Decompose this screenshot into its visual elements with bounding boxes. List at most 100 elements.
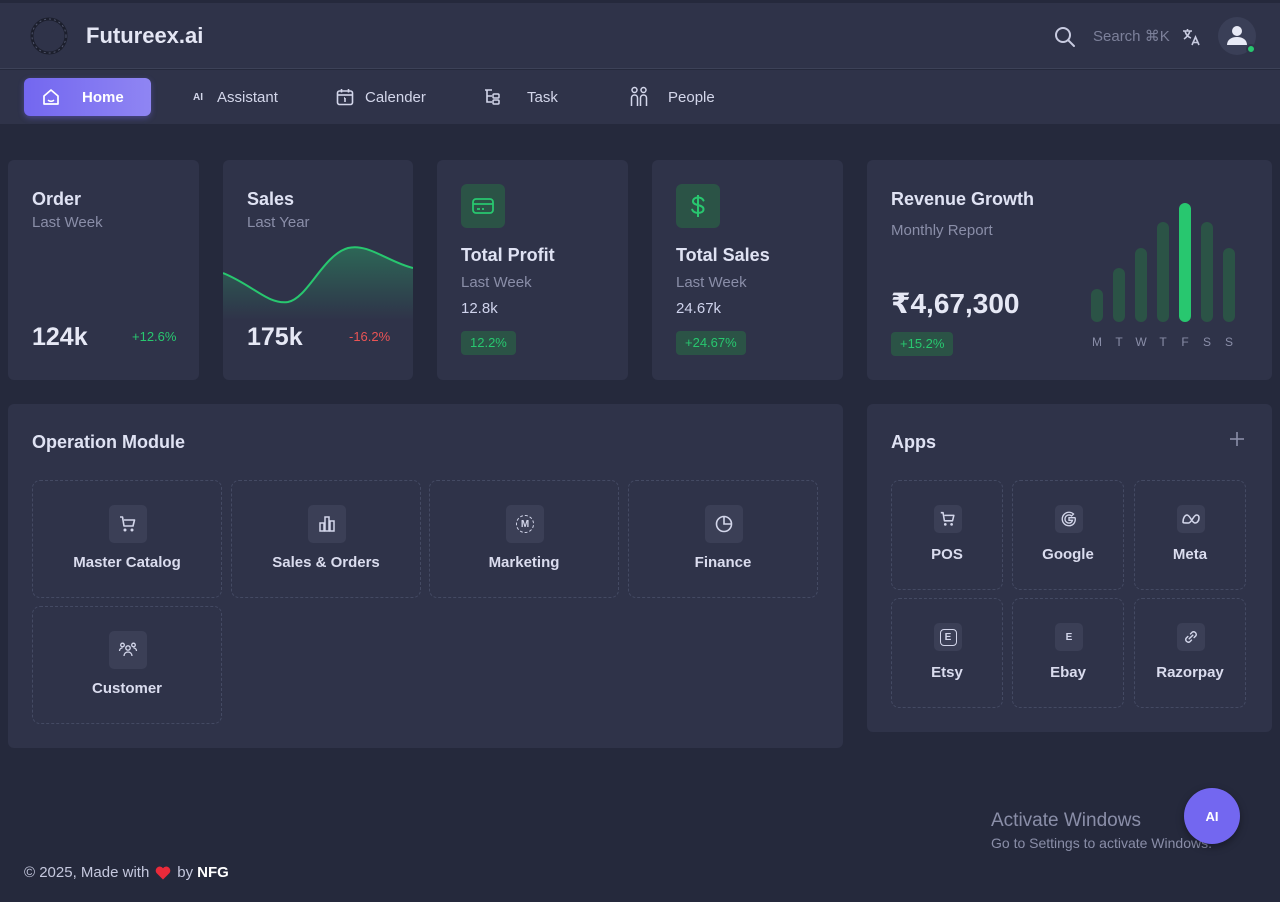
main-navigation: Home AI Assistant Calender Task People: [0, 70, 1280, 124]
app-google-icon-box: [1055, 505, 1083, 533]
credit-card-icon: [472, 198, 494, 214]
search-icon[interactable]: [1054, 26, 1076, 48]
revenue-day-label: S: [1224, 335, 1233, 349]
nav-task-label: Task: [527, 88, 558, 106]
search-shortcut-label[interactable]: Search ⌘K: [1093, 28, 1170, 45]
footer-author-link[interactable]: NFG: [197, 864, 229, 881]
revenue-title: Revenue Growth: [891, 189, 1035, 209]
operation-module-title: Operation Module: [32, 432, 185, 452]
nav-home[interactable]: Home: [24, 78, 151, 116]
sales-trend-line: [223, 246, 413, 320]
windows-activation-title: Activate Windows: [991, 810, 1141, 831]
operation-module-card: Operation Module Master Catalog Sales & …: [8, 404, 843, 748]
sales-subtitle: Last Year: [247, 214, 310, 231]
sales-card: Sales Last Year 175k -16.2%: [223, 160, 413, 380]
ai-icon: AI: [193, 91, 203, 103]
app-etsy-icon-box: E: [934, 623, 962, 651]
module-marketing-label: Marketing: [488, 554, 560, 571]
task-icon: [485, 89, 500, 105]
nav-calendar[interactable]: Calender: [335, 78, 445, 116]
add-app-plus-icon[interactable]: [1228, 430, 1246, 448]
ebay-icon: E: [1065, 631, 1073, 643]
profit-title: Total Profit: [461, 245, 555, 265]
module-finance-label: Finance: [694, 554, 752, 571]
module-customer-icon-box: [109, 631, 147, 669]
translate-icon[interactable]: [1181, 27, 1201, 47]
revenue-bar: [1223, 248, 1235, 322]
revenue-day-label: W: [1135, 335, 1147, 349]
total-profit-card: Total Profit Last Week 12.8k 12.2%: [437, 160, 628, 380]
logo-ring-icon[interactable]: [30, 17, 68, 55]
online-status-dot: [1246, 44, 1256, 54]
module-customer-label: Customer: [91, 680, 162, 697]
sales-change: -16.2%: [349, 329, 391, 344]
order-change: +12.6%: [132, 329, 177, 344]
app-razorpay[interactable]: Razorpay: [1134, 598, 1246, 708]
customers-icon: [118, 642, 138, 657]
meta-icon: [1182, 514, 1200, 524]
apps-title: Apps: [891, 432, 936, 452]
nav-people[interactable]: People: [629, 78, 739, 116]
app-meta-icon-box: [1177, 505, 1205, 533]
brand-name[interactable]: Futureex.ai: [86, 23, 204, 48]
revenue-subtitle: Monthly Report: [891, 222, 993, 239]
app-ebay[interactable]: E Ebay: [1012, 598, 1124, 708]
profit-value: 12.8k: [461, 300, 498, 317]
app-razorpay-icon-box: [1177, 623, 1205, 651]
module-finance-icon-box: [705, 505, 743, 543]
footer-prefix: © 2025, Made with: [24, 864, 150, 881]
ai-assistant-fab-button[interactable]: AI: [1184, 788, 1240, 844]
people-icon: [630, 86, 648, 106]
revenue-bar: [1091, 289, 1103, 322]
profit-icon-box: [461, 184, 505, 228]
revenue-value: ₹4,67,300: [891, 288, 1020, 319]
total-sales-change-badge: +24.67%: [676, 331, 746, 355]
cart-icon: [120, 516, 136, 532]
app-etsy[interactable]: E Etsy: [891, 598, 1003, 708]
revenue-bar: [1201, 222, 1213, 322]
app-pos-label: POS: [931, 546, 963, 563]
app-google-label: Google: [1042, 546, 1094, 563]
module-marketing[interactable]: M Marketing: [429, 480, 619, 598]
total-sales-title: Total Sales: [676, 245, 770, 265]
revenue-bar: [1179, 203, 1191, 322]
module-customer[interactable]: Customer: [32, 606, 222, 724]
module-master-catalog-icon-box: [109, 505, 147, 543]
calendar-icon: [336, 89, 354, 106]
nav-assistant[interactable]: AI Assistant: [190, 78, 300, 116]
total-sales-card: Total Sales Last Week 24.67k +24.67%: [652, 160, 843, 380]
module-sales-orders-icon-box: [308, 505, 346, 543]
module-master-catalog-label: Master Catalog: [73, 554, 181, 571]
revenue-bar: [1157, 222, 1169, 322]
order-card: Order Last Week 124k +12.6%: [8, 160, 199, 460]
app-google[interactable]: Google: [1012, 480, 1124, 590]
app-meta[interactable]: Meta: [1134, 480, 1246, 590]
app-pos[interactable]: POS: [891, 480, 1003, 590]
footer-by: by: [177, 864, 194, 881]
total-sales-value: 24.67k: [676, 300, 722, 317]
pie-chart-icon: [715, 515, 733, 533]
home-icon: [43, 89, 59, 105]
app-razorpay-label: Razorpay: [1156, 664, 1224, 681]
top-bar: Futureex.ai Search ⌘K: [0, 3, 1280, 69]
revenue-day-label: S: [1202, 335, 1211, 349]
nav-home-label: Home: [82, 88, 124, 106]
order-subtitle: Last Week: [32, 214, 103, 231]
footer: © 2025, Made with by NFG: [24, 864, 229, 882]
nav-task[interactable]: Task: [482, 78, 582, 116]
cart-icon: [940, 511, 955, 526]
module-finance[interactable]: Finance: [628, 480, 818, 598]
revenue-day-label: T: [1115, 335, 1123, 349]
profit-change-badge: 12.2%: [461, 331, 516, 355]
user-avatar-icon: [1227, 26, 1247, 45]
google-icon: [1061, 511, 1076, 527]
app-pos-icon-box: [934, 505, 962, 533]
bar-chart-icon: [319, 516, 335, 532]
app-meta-label: Meta: [1172, 546, 1208, 563]
app-ebay-label: Ebay: [1050, 664, 1086, 681]
order-title: Order: [32, 189, 82, 209]
module-master-catalog[interactable]: Master Catalog: [32, 480, 222, 598]
module-sales-orders[interactable]: Sales & Orders: [231, 480, 421, 598]
revenue-day-label: T: [1159, 335, 1167, 349]
dollar-icon: [691, 195, 705, 217]
